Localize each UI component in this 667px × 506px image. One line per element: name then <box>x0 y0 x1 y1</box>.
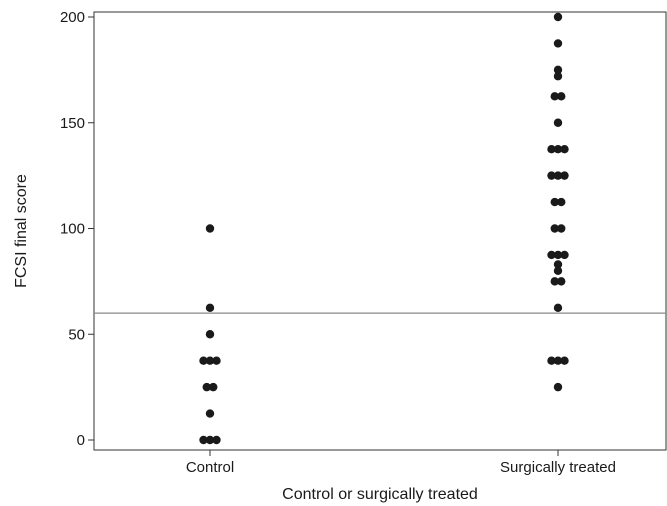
x-axis: Control Surgically treated <box>186 450 616 476</box>
data-point <box>557 224 566 233</box>
plot-frame <box>93 11 667 451</box>
data-point <box>550 197 559 207</box>
data-point <box>553 250 563 260</box>
data-point <box>553 72 563 81</box>
y-tick-label: 0 <box>77 432 85 449</box>
data-point <box>550 92 559 101</box>
data-point <box>547 356 556 365</box>
data-point <box>557 197 566 207</box>
data-point <box>560 250 569 260</box>
y-tick-label: 100 <box>60 221 85 238</box>
data-point <box>553 382 563 392</box>
data-point <box>212 435 221 445</box>
x-tick-label: Surgically treated <box>500 459 616 476</box>
data-point <box>553 144 563 154</box>
data-point <box>560 356 569 365</box>
data-point <box>550 277 559 286</box>
data-point <box>547 171 556 180</box>
data-point <box>547 250 556 260</box>
data-point <box>199 356 208 365</box>
x-tick-label: Control <box>186 459 234 476</box>
data-point <box>553 303 563 313</box>
data-point <box>205 435 215 445</box>
y-tick-label: 50 <box>68 326 85 343</box>
y-axis-title: FCSI final score <box>13 174 30 288</box>
x-axis-title: Control or surgically treated <box>282 486 478 503</box>
data-point <box>553 118 563 127</box>
data-point <box>205 330 215 339</box>
data-point <box>560 171 569 180</box>
data-points <box>199 12 569 445</box>
data-point <box>205 224 215 233</box>
data-point <box>547 144 556 154</box>
data-point <box>202 382 211 392</box>
data-point <box>205 303 215 313</box>
data-point <box>557 277 566 286</box>
data-point <box>205 409 215 418</box>
data-point <box>553 171 563 180</box>
data-point <box>560 144 569 154</box>
data-point <box>212 356 221 365</box>
data-point <box>553 356 563 365</box>
data-point <box>553 266 563 275</box>
data-point <box>205 356 215 365</box>
y-axis: 0 50 100 150 200 <box>60 9 94 449</box>
y-tick-label: 200 <box>60 9 85 26</box>
data-point <box>553 39 563 48</box>
data-point <box>557 92 566 101</box>
y-tick-label: 150 <box>60 115 85 132</box>
data-point <box>553 260 563 269</box>
data-point <box>553 12 563 22</box>
data-point <box>199 435 208 445</box>
data-point <box>553 65 563 75</box>
data-point <box>209 382 218 392</box>
data-point <box>550 224 559 233</box>
